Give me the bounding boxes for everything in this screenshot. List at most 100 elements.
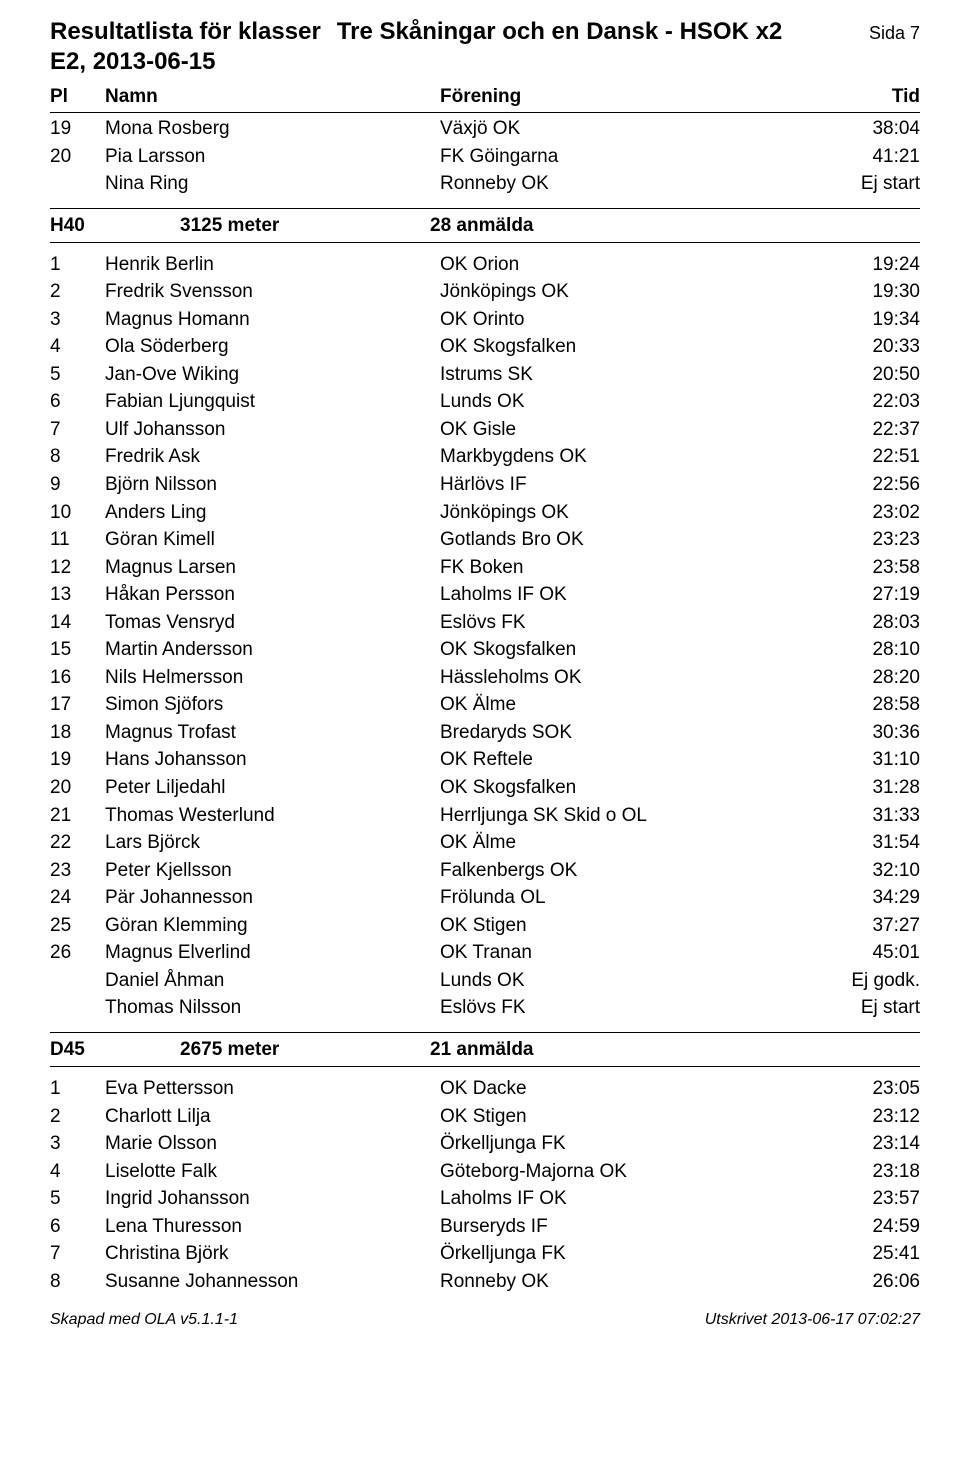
table-row: Thomas NilssonEslövs FKEj start — [50, 994, 920, 1022]
table-row: 3Magnus HomannOK Orinto19:34 — [50, 306, 920, 334]
cell-club: Istrums SK — [440, 361, 830, 389]
class2-results: 1Eva PetterssonOK Dacke23:052Charlott Li… — [50, 1075, 920, 1295]
class-code: D45 — [50, 1039, 180, 1061]
table-row: 17Simon SjöforsOK Älme28:58 — [50, 691, 920, 719]
cell-plac: 1 — [50, 1075, 105, 1103]
table-row: 9Björn NilssonHärlövs IF22:56 — [50, 471, 920, 499]
cell-time: 19:30 — [830, 278, 920, 306]
cell-plac: 16 — [50, 664, 105, 692]
cell-plac: 3 — [50, 306, 105, 334]
cell-club: Herrljunga SK Skid o OL — [440, 802, 830, 830]
cell-time: 23:23 — [830, 526, 920, 554]
cell-club: OK Gisle — [440, 416, 830, 444]
cell-club: OK Orion — [440, 251, 830, 279]
cell-plac: 18 — [50, 719, 105, 747]
cell-plac — [50, 994, 105, 1022]
cell-club: OK Dacke — [440, 1075, 830, 1103]
cell-name: Nils Helmersson — [105, 664, 440, 692]
cell-time: 23:18 — [830, 1158, 920, 1186]
cell-name: Jan-Ove Wiking — [105, 361, 440, 389]
cell-plac: 13 — [50, 581, 105, 609]
table-row: 26Magnus ElverlindOK Tranan45:01 — [50, 939, 920, 967]
top-results: 19Mona RosbergVäxjö OK38:0420Pia Larsson… — [50, 115, 920, 198]
cell-name: Fredrik Ask — [105, 443, 440, 471]
cell-name: Fabian Ljungquist — [105, 388, 440, 416]
table-row: 22Lars BjörckOK Älme31:54 — [50, 829, 920, 857]
cell-plac: 2 — [50, 1103, 105, 1131]
table-row: Nina RingRonneby OKEj start — [50, 170, 920, 198]
table-row: 2Charlott LiljaOK Stigen23:12 — [50, 1103, 920, 1131]
cell-name: Marie Olsson — [105, 1130, 440, 1158]
class-distance: 3125 meter — [180, 215, 430, 237]
cell-name: Magnus Homann — [105, 306, 440, 334]
cell-time: 34:29 — [830, 884, 920, 912]
cell-club: Laholms IF OK — [440, 581, 830, 609]
cell-club: FK Göingarna — [440, 143, 830, 171]
cell-name: Göran Kimell — [105, 526, 440, 554]
cell-club: Lunds OK — [440, 388, 830, 416]
table-row: 6Fabian LjungquistLunds OK22:03 — [50, 388, 920, 416]
cell-club: Härlövs IF — [440, 471, 830, 499]
cell-plac — [50, 170, 105, 198]
cell-plac: 23 — [50, 857, 105, 885]
cell-plac: 3 — [50, 1130, 105, 1158]
cell-club: FK Boken — [440, 554, 830, 582]
col-name: Namn — [105, 86, 440, 108]
cell-time: Ej godk. — [830, 967, 920, 995]
cell-club: OK Reftele — [440, 746, 830, 774]
cell-time: 23:12 — [830, 1103, 920, 1131]
cell-plac: 19 — [50, 115, 105, 143]
cell-time: Ej start — [830, 994, 920, 1022]
cell-club: Växjö OK — [440, 115, 830, 143]
table-row: 5Jan-Ove WikingIstrums SK20:50 — [50, 361, 920, 389]
table-row: 1Henrik BerlinOK Orion19:24 — [50, 251, 920, 279]
cell-plac: 9 — [50, 471, 105, 499]
cell-time: 45:01 — [830, 939, 920, 967]
cell-name: Göran Klemming — [105, 912, 440, 940]
footer-right: Utskrivet 2013-06-17 07:02:27 — [705, 1311, 920, 1329]
col-time: Tid — [830, 86, 920, 108]
table-row: 12Magnus LarsenFK Boken23:58 — [50, 554, 920, 582]
cell-plac: 4 — [50, 1158, 105, 1186]
cell-club: Lunds OK — [440, 967, 830, 995]
table-row: 24Pär JohannessonFrölunda OL34:29 — [50, 884, 920, 912]
cell-club: Ronneby OK — [440, 1268, 830, 1296]
cell-name: Martin Andersson — [105, 636, 440, 664]
cell-name: Magnus Elverlind — [105, 939, 440, 967]
cell-name: Thomas Westerlund — [105, 802, 440, 830]
cell-club: Göteborg-Majorna OK — [440, 1158, 830, 1186]
cell-time: 28:58 — [830, 691, 920, 719]
cell-name: Thomas Nilsson — [105, 994, 440, 1022]
table-row: 7Ulf JohanssonOK Gisle22:37 — [50, 416, 920, 444]
cell-club: Jönköpings OK — [440, 278, 830, 306]
cell-name: Hans Johansson — [105, 746, 440, 774]
cell-club: OK Skogsfalken — [440, 636, 830, 664]
cell-name: Henrik Berlin — [105, 251, 440, 279]
cell-plac: 22 — [50, 829, 105, 857]
cell-plac: 7 — [50, 416, 105, 444]
cell-club: Ronneby OK — [440, 170, 830, 198]
cell-time: 23:14 — [830, 1130, 920, 1158]
cell-name: Fredrik Svensson — [105, 278, 440, 306]
table-row: 20Peter LiljedahlOK Skogsfalken31:28 — [50, 774, 920, 802]
cell-time: 23:57 — [830, 1185, 920, 1213]
cell-plac: 6 — [50, 388, 105, 416]
cell-time: 31:10 — [830, 746, 920, 774]
table-row: 11Göran KimellGotlands Bro OK23:23 — [50, 526, 920, 554]
table-row: 18Magnus TrofastBredaryds SOK30:36 — [50, 719, 920, 747]
cell-time: 19:34 — [830, 306, 920, 334]
table-row: 2Fredrik SvenssonJönköpings OK19:30 — [50, 278, 920, 306]
cell-name: Lena Thuresson — [105, 1213, 440, 1241]
cell-time: 23:02 — [830, 499, 920, 527]
cell-plac: 1 — [50, 251, 105, 279]
cell-name: Peter Liljedahl — [105, 774, 440, 802]
table-row: 4Ola SöderbergOK Skogsfalken20:33 — [50, 333, 920, 361]
cell-plac: 7 — [50, 1240, 105, 1268]
cell-club: OK Tranan — [440, 939, 830, 967]
table-row: 10Anders LingJönköpings OK23:02 — [50, 499, 920, 527]
cell-time: 37:27 — [830, 912, 920, 940]
cell-plac: 5 — [50, 361, 105, 389]
cell-club: OK Skogsfalken — [440, 774, 830, 802]
table-row: 20Pia LarssonFK Göingarna41:21 — [50, 143, 920, 171]
col-club: Förening — [440, 86, 830, 108]
